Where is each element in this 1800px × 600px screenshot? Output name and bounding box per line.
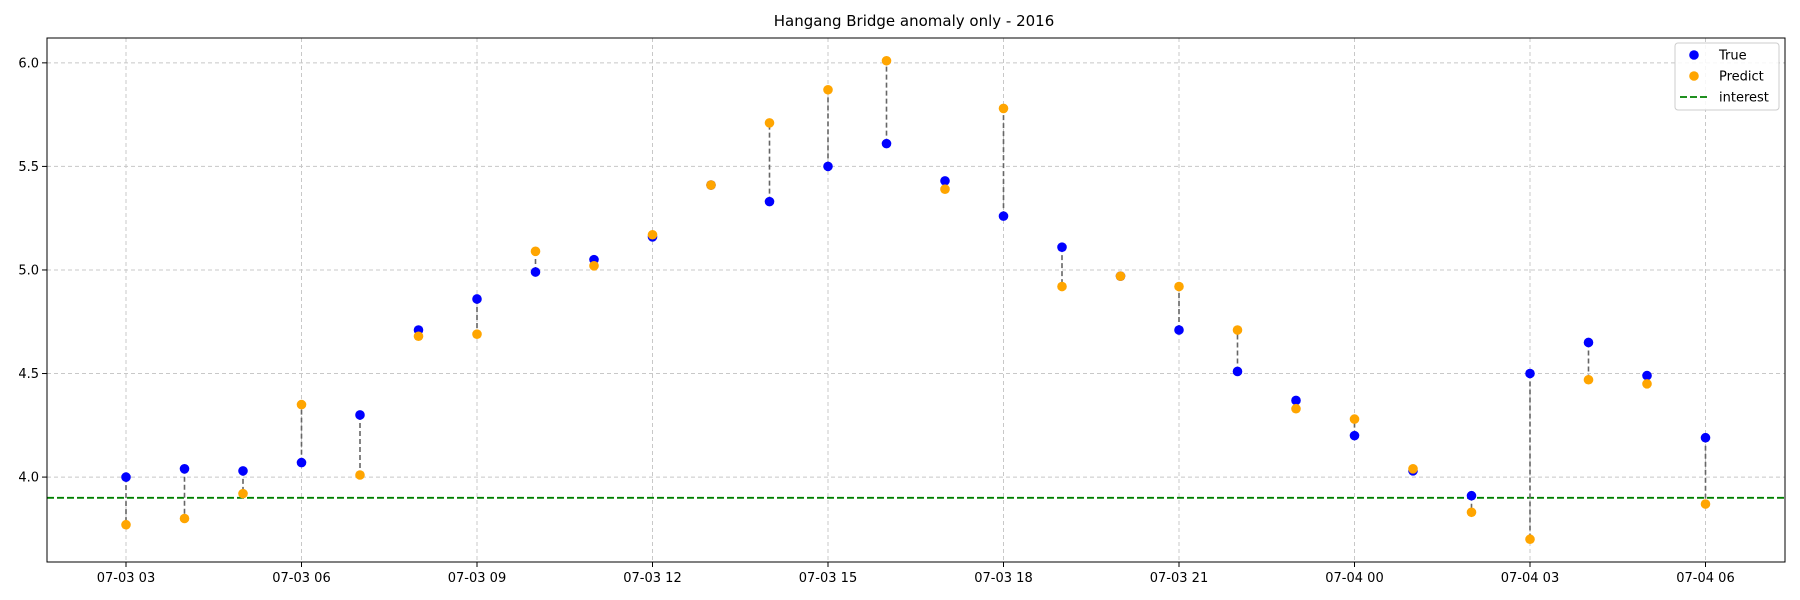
predict-point [1349,414,1360,424]
x-tick-label: 07-04 06 [1676,571,1734,586]
predict-point [355,470,365,480]
true-point [764,196,775,207]
true-point [881,138,892,149]
predict-point [881,55,892,66]
true-point [1291,395,1301,406]
x-tick-label: 07-03 15 [799,571,857,586]
predict-point [706,180,716,190]
true-point [1349,430,1360,441]
predict-point [1232,325,1243,335]
y-axis: 4.0 4.5 5.0 5.5 6.0 [18,56,47,486]
predict-point [238,488,248,499]
predict-point [998,103,1009,114]
true-point [179,463,190,474]
predict-point [589,261,599,271]
y-tick-label: 4.0 [18,471,39,486]
y-tick-label: 6.0 [18,56,39,71]
true-point [1525,368,1535,379]
true-series [121,138,1711,501]
true-point [121,472,131,482]
chart-title: Hangang Bridge anomaly only - 2016 [774,12,1055,30]
legend-marker [1689,50,1699,60]
predict-point [1115,271,1126,281]
legend-label: interest [1719,91,1769,106]
legend-label: True [1718,49,1747,64]
grid [47,38,1785,562]
predict-point [1525,534,1535,545]
plot-frame [46,37,1786,563]
x-tick-label: 07-03 09 [448,571,506,586]
x-tick-label: 07-04 00 [1325,571,1383,586]
true-point [530,267,541,277]
predict-point [1408,463,1418,474]
true-point [1583,337,1594,348]
x-tick-label: 07-03 06 [272,571,330,586]
predict-point [1583,374,1594,385]
true-point [1174,325,1184,335]
legend: True Predict interest [1674,42,1780,111]
x-tick-label: 07-03 18 [974,571,1032,586]
legend-box [1674,42,1780,111]
predict-point [472,329,482,339]
predict-point [1642,379,1652,389]
y-tick-label: 5.5 [18,160,39,175]
predict-point [179,513,190,524]
x-tick-label: 07-04 03 [1501,571,1559,586]
predict-point [1291,403,1301,414]
true-point [823,161,833,172]
predict-point [1700,499,1711,509]
predict-point [413,331,424,342]
true-point [940,176,950,186]
predict-point [1057,281,1067,292]
predict-point [121,519,131,530]
predict-point [823,84,833,95]
true-point [1232,366,1243,377]
predict-point [296,399,307,410]
true-point [1700,432,1711,443]
legend-marker [1689,71,1699,81]
true-point [1466,490,1477,501]
y-tick-label: 4.5 [18,367,39,382]
true-point [998,211,1009,221]
x-axis: 07-03 03 07-03 06 07-03 09 07-03 12 07-03 15… [97,562,1735,586]
legend-label: Predict [1719,70,1764,85]
true-point [472,294,482,304]
predict-point [1466,507,1477,518]
predict-point [940,184,950,194]
true-point [1642,370,1652,381]
true-point [355,410,365,420]
x-tick-label: 07-03 03 [97,571,155,586]
predict-point [1174,281,1184,292]
true-point [296,457,307,468]
y-tick-label: 5.0 [18,263,39,278]
x-tick-label: 07-03 12 [623,571,681,586]
predict-point [764,118,775,128]
predict-series [121,55,1711,545]
true-point [238,466,248,476]
predict-point [647,229,658,240]
predict-point [530,246,541,257]
error-connectors [125,60,1707,540]
true-point [1057,242,1067,252]
x-tick-label: 07-03 21 [1150,571,1208,586]
